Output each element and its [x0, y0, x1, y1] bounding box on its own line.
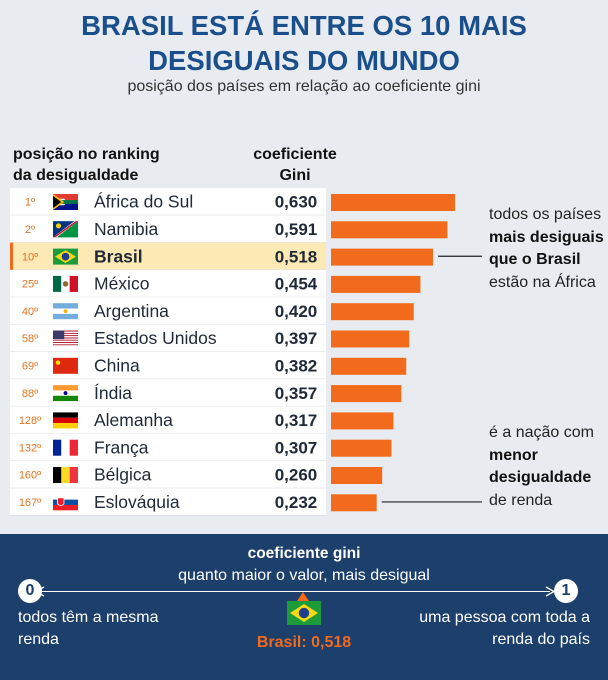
- note-bottom-post: de renda: [489, 491, 553, 509]
- scale-min-badge: 0: [18, 579, 42, 603]
- gini-bar: [331, 221, 448, 239]
- rank-header-line-2: da desigualdade: [13, 167, 139, 184]
- gini-bar: [331, 494, 377, 512]
- rank-column-header: posição no ranking da desigualdade: [13, 144, 233, 186]
- page-title: BRASIL ESTÁ ENTRE OS 10 MAIS DESIGUAIS D…: [0, 8, 608, 78]
- country-label: África do Sul: [94, 192, 193, 212]
- rank-label: 40º: [22, 306, 38, 318]
- gini-value-label: 0,591: [275, 220, 318, 239]
- note-most-unequal: todos os países mais desiguais que o Bra…: [489, 204, 604, 294]
- gini-value-label: 0,397: [275, 329, 318, 348]
- scale-max-badge: 1: [554, 579, 578, 603]
- rank-label: 58º: [22, 333, 38, 345]
- footer-subtitle: quanto maior o valor, mais desigual: [178, 567, 430, 584]
- gini-bar: [331, 439, 392, 457]
- scale-max-description: uma pessoa com toda a renda do país: [419, 609, 590, 648]
- gini-bar: [331, 194, 456, 211]
- highlight-marker: [10, 242, 13, 270]
- brasil-position-marker: [297, 592, 309, 601]
- gini-value-label: 0,518: [275, 247, 318, 266]
- rank-label: 132º: [19, 442, 41, 454]
- note-bottom-pre: é a nação com: [489, 424, 594, 441]
- footer-title: coeficiente gini: [247, 545, 361, 562]
- gini-bar: [331, 385, 402, 403]
- country-label: Estados Unidos: [94, 328, 217, 348]
- rank-label: 1º: [25, 197, 35, 209]
- gini-bar-chart: 1º África do Sul 0,630 2º Namibia 0,591 10º Bra…: [10, 188, 482, 517]
- gini-value-label: 0,382: [275, 356, 318, 375]
- gini-bar: [331, 330, 410, 348]
- rank-label: 160º: [19, 470, 41, 482]
- south-africa-flag-icon: [53, 194, 78, 210]
- gini-bar: [331, 357, 407, 375]
- country-label: Índia: [94, 383, 132, 403]
- title-line-1: BRASIL ESTÁ ENTRE OS 10 MAIS: [81, 10, 527, 41]
- gini-value-label: 0,454: [275, 275, 318, 294]
- title-line-2: DESIGUAIS DO MUNDO: [148, 45, 460, 76]
- country-label: Namibia: [94, 219, 158, 239]
- gini-bar: [331, 275, 421, 293]
- gini-bar: [331, 303, 414, 321]
- china-flag-icon: [53, 357, 78, 374]
- country-label: França: [94, 437, 149, 457]
- country-label: Argentina: [94, 301, 169, 321]
- rank-label: 69º: [22, 360, 38, 372]
- rank-header-line-1: posição no ranking: [13, 146, 160, 163]
- rank-label: 25º: [22, 279, 38, 291]
- brazil-flag-icon: [53, 248, 78, 265]
- namibia-flag-icon: [53, 221, 78, 238]
- footer-brasil-value: Brasil: 0,518: [256, 634, 352, 651]
- country-label: Brasil: [94, 246, 143, 266]
- gini-bar: [331, 248, 434, 266]
- gini-bar: [331, 467, 383, 484]
- usa-flag-icon: [53, 330, 78, 347]
- country-label: México: [94, 274, 149, 294]
- gini-value-label: 0,307: [275, 438, 318, 457]
- mexico-flag-icon: [53, 275, 78, 292]
- slovakia-flag-icon: [53, 494, 78, 511]
- note-top-post: estão na África: [489, 273, 596, 291]
- gini-value-label: 0,357: [275, 384, 318, 403]
- country-label: Bélgica: [94, 465, 152, 485]
- country-label: Alemanha: [94, 410, 173, 430]
- gini-value-label: 0,630: [275, 193, 318, 212]
- rank-label: 88º: [22, 388, 38, 400]
- gini-value-label: 0,317: [275, 411, 318, 430]
- note-least-unequal: é a nação com menor desigualdade de rend…: [489, 422, 607, 512]
- rank-label: 167º: [19, 497, 41, 509]
- belgium-flag-icon: [53, 467, 78, 483]
- gini-column-header: coeficiente Gini: [240, 144, 350, 186]
- page-subtitle: posição dos países em relação ao coefici…: [127, 78, 481, 95]
- gini-bar: [331, 412, 394, 430]
- scale-min-description: todos têm a mesma renda: [18, 609, 159, 648]
- india-flag-icon: [53, 385, 78, 402]
- note-top-pre: todos os países: [489, 206, 602, 223]
- gini-value-label: 0,232: [275, 493, 318, 512]
- scale-line: [40, 591, 550, 592]
- germany-flag-icon: [53, 412, 78, 429]
- note-top-bold: mais desiguais que o Brasil: [489, 228, 604, 269]
- brazil-flag-icon: [287, 601, 321, 625]
- gini-scale-footer: coeficiente gini quanto maior o valor, m…: [0, 534, 608, 680]
- gini-header-line-1: coeficiente: [253, 146, 337, 163]
- rank-label: 128º: [19, 415, 41, 427]
- rank-label: 2º: [25, 224, 35, 236]
- gini-header-line-2: Gini: [279, 167, 311, 184]
- france-flag-icon: [53, 439, 78, 456]
- country-label: Eslováquia: [94, 492, 180, 512]
- note-bottom-bold: menor desigualdade: [489, 446, 592, 487]
- gini-value-label: 0,260: [275, 466, 318, 485]
- gini-value-label: 0,420: [275, 302, 318, 321]
- rank-label: 10º: [22, 251, 38, 263]
- country-label: China: [94, 355, 140, 375]
- argentina-flag-icon: [53, 303, 78, 320]
